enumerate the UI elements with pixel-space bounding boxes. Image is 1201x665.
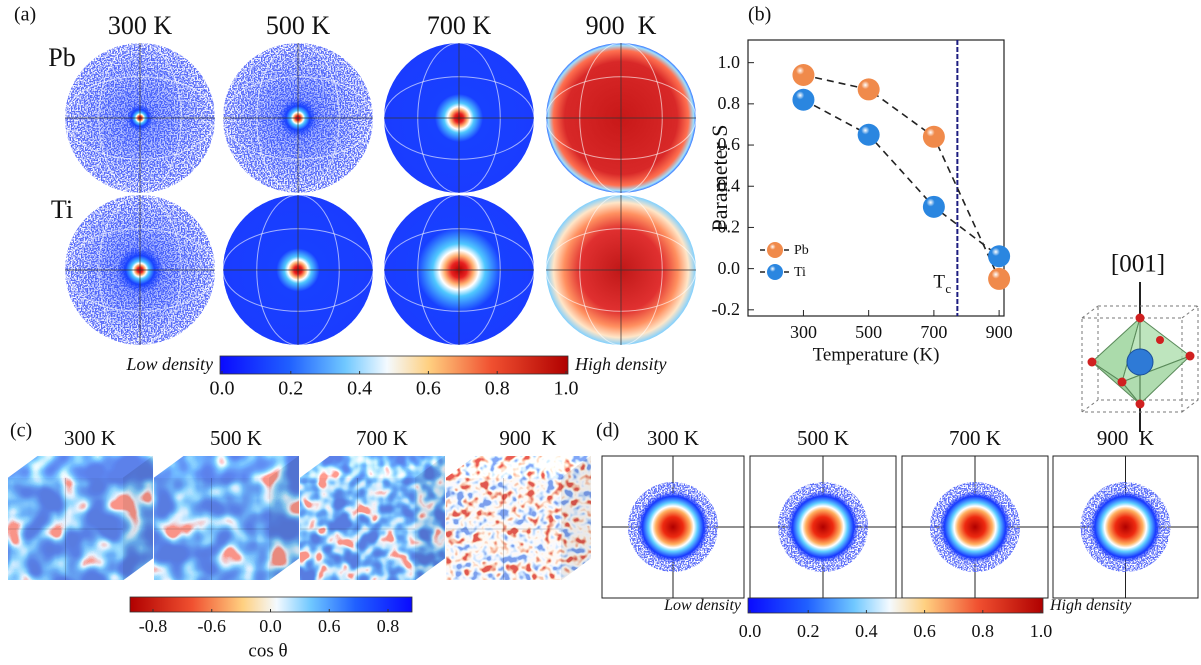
temperature-label: 900 K — [499, 426, 556, 450]
data-point — [988, 268, 1010, 290]
cube-face — [415, 456, 445, 580]
colorbar-tick-label: -0.8 — [139, 616, 168, 636]
colorbar-tick-label: 1.0 — [1030, 621, 1053, 641]
y-tick-label: -0.2 — [712, 299, 741, 319]
temperature-label: 300 K — [64, 426, 116, 450]
legend-label: Ti — [794, 265, 806, 280]
temperature-label: 700 K — [949, 426, 1001, 450]
data-point — [792, 89, 814, 111]
colorbar — [220, 356, 568, 374]
colorbar-tick-label: 0.6 — [416, 378, 441, 400]
data-point — [858, 124, 880, 146]
colorbar-tick-label: 0.2 — [797, 621, 820, 641]
y-tick-label: 0.8 — [718, 93, 741, 113]
data-point — [792, 64, 814, 86]
panel-label: (b) — [748, 4, 771, 26]
colorbar-high-label: High density — [574, 354, 667, 374]
x-tick-label: 900 — [986, 322, 1013, 342]
colorbar-low-label: Low density — [663, 597, 742, 614]
temperature-label: 700 K — [356, 426, 408, 450]
data-point — [988, 245, 1010, 267]
colorbar-tick-label: 0.0 — [259, 616, 282, 636]
colorbar-high-label: High density — [1049, 597, 1132, 614]
density-map — [787, 491, 859, 563]
colorbar-tick-label: 0.6 — [913, 621, 936, 641]
data-point — [858, 78, 880, 100]
data-point — [923, 126, 945, 148]
colorbar — [748, 598, 1043, 613]
transition-label: T — [933, 271, 945, 292]
figure: [001] (a) 300 K 500 K 700 K 900 K Pb Ti Low den… — [0, 0, 1201, 665]
temperature-label: 500 K — [266, 11, 331, 40]
colorbar-tick-label: 0.4 — [855, 621, 878, 641]
temperature-label: 300 K — [108, 11, 173, 40]
temperature-label: 900 K — [1097, 426, 1154, 450]
temperature-label: 500 K — [210, 426, 262, 450]
colorbar-tick-label: 0.8 — [972, 621, 995, 641]
legend-marker — [767, 242, 783, 258]
density-map — [1090, 491, 1162, 563]
x-tick-label: 500 — [855, 322, 882, 342]
y-axis-label: Parameter S — [707, 125, 732, 232]
data-point — [923, 196, 945, 218]
density-map — [939, 491, 1011, 563]
colorbar-tick-label: 0.0 — [739, 621, 762, 641]
y-tick-label: 1.0 — [718, 52, 741, 72]
temperature-label: 300 K — [647, 426, 699, 450]
y-tick-label: 0.0 — [718, 258, 741, 278]
colorbar-tick-label: 0.2 — [278, 378, 303, 400]
direction-label: [001] — [1111, 251, 1165, 278]
series-line — [803, 75, 999, 279]
panel-label: (c) — [10, 420, 32, 442]
colorbar-tick-label: 0.4 — [347, 378, 372, 400]
colorbar-tick-label: 0.6 — [318, 616, 341, 636]
series-line — [803, 100, 999, 257]
cube-face — [123, 456, 153, 580]
cube-face — [561, 456, 591, 580]
element-label: Ti — [51, 195, 73, 224]
cube-face — [269, 456, 299, 580]
element-label: Pb — [48, 43, 75, 72]
panel-label: (a) — [14, 4, 36, 26]
colorbar-tick-label: 1.0 — [554, 378, 579, 400]
temperature-label: 500 K — [797, 426, 849, 450]
x-axis-label: Temperature (K) — [813, 344, 940, 365]
temperature-label: 700 K — [427, 11, 492, 40]
temperature-label: 900 K — [586, 11, 657, 40]
colorbar-tick-label: 0.0 — [210, 378, 235, 400]
x-tick-label: 300 — [790, 322, 817, 342]
colorbar-tick-label: 0.8 — [377, 616, 400, 636]
colorbar-tick-label: 0.8 — [485, 378, 510, 400]
panel-label: (d) — [596, 420, 619, 442]
x-tick-label: 700 — [920, 322, 947, 342]
colorbar-low-label: Low density — [125, 354, 213, 374]
colorbar-label: cos θ — [248, 640, 287, 661]
ti-atom — [1127, 349, 1153, 375]
crystal-inset: [001] — [1082, 251, 1198, 432]
colorbar-tick-label: -0.6 — [198, 616, 227, 636]
legend-marker — [767, 264, 783, 280]
density-map — [637, 491, 709, 563]
legend-label: Pb — [794, 243, 809, 258]
transition-label-sub: c — [945, 281, 951, 296]
